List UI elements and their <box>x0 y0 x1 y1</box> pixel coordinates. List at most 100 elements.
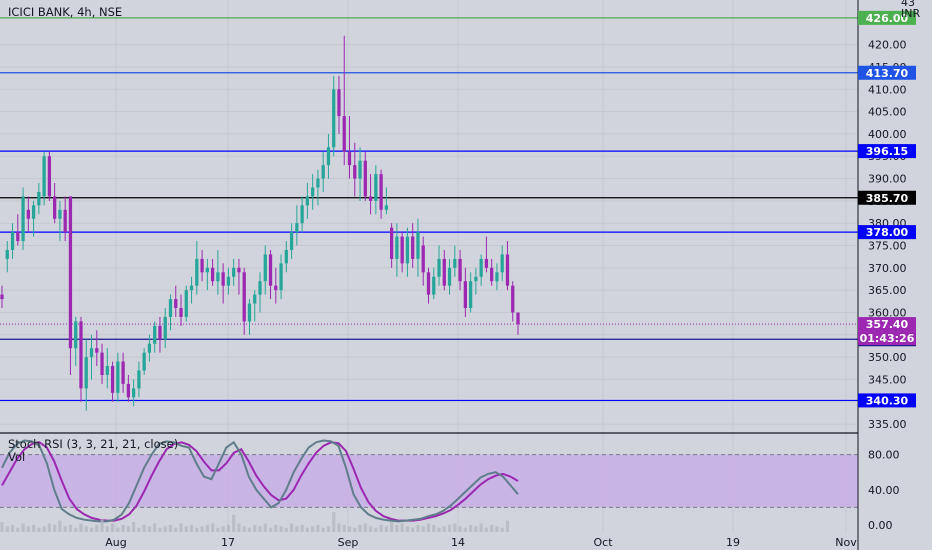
indicator-tick-label: 40.00 <box>868 484 900 497</box>
candle-body <box>305 196 310 206</box>
candle-body <box>505 254 510 286</box>
volume-bar <box>447 524 452 532</box>
candle-body <box>400 236 404 264</box>
volume-bar <box>258 526 262 532</box>
volume-bar <box>505 520 510 532</box>
price-tick-label: 405.00 <box>868 106 907 119</box>
volume-bar <box>226 524 231 532</box>
candle-body <box>16 232 20 242</box>
candle-body <box>326 147 331 166</box>
level-badge-text: 396.15 <box>866 145 908 158</box>
volume-bar <box>289 523 294 532</box>
candle-body <box>342 116 346 152</box>
volume-bar <box>16 527 20 532</box>
candles[interactable] <box>0 35 520 411</box>
candle-body <box>242 272 246 322</box>
volume-bar <box>200 526 204 532</box>
level-badge <box>858 225 916 240</box>
candle-body <box>195 258 199 286</box>
volume-bar <box>232 514 236 532</box>
candle-body <box>89 348 94 358</box>
price-tick-label: 390.00 <box>868 173 907 186</box>
volume-bar <box>416 524 420 532</box>
candle-body <box>411 236 415 259</box>
volume-bar <box>395 524 399 532</box>
candle-body <box>153 325 157 344</box>
candle-body <box>279 263 283 291</box>
volume-bar <box>347 526 352 532</box>
candle-body <box>0 294 4 300</box>
candle-body <box>95 348 99 353</box>
last-price-badge-text: 357.40 <box>866 318 909 331</box>
candle-body <box>390 227 394 259</box>
candle-body <box>316 178 320 188</box>
price-tick-label: 345.00 <box>868 373 907 386</box>
stoch-rsi-panel[interactable] <box>0 439 858 523</box>
price-tick-label: 360.00 <box>868 306 907 319</box>
candle-body <box>358 160 362 179</box>
candle-body <box>168 299 173 317</box>
volume-bar <box>421 526 425 532</box>
time-tick-label: Aug <box>105 536 126 549</box>
volume-bar <box>210 523 215 532</box>
price-axis[interactable]: 420.00415.00410.00405.00400.00395.00390.… <box>868 39 907 431</box>
volume-bar <box>242 526 246 532</box>
level-badge <box>858 65 916 80</box>
candle-body <box>210 267 215 282</box>
horizontal-levels <box>0 17 858 402</box>
volume-bar <box>47 523 52 532</box>
volume-bar <box>500 527 504 532</box>
candle-body <box>490 267 494 282</box>
price-tick-label: 350.00 <box>868 351 907 364</box>
volume-bar <box>332 512 336 532</box>
price-tick-label: 420.00 <box>868 39 907 52</box>
volume-bar <box>358 524 362 532</box>
price-tick-label: 365.00 <box>868 284 907 297</box>
candle-body <box>426 272 431 295</box>
volume-bar <box>490 524 494 532</box>
volume-label[interactable]: Vol <box>8 450 25 464</box>
volume-bar <box>79 523 83 532</box>
candle-body <box>263 254 267 282</box>
candle-body <box>495 272 499 282</box>
volume-bar <box>110 523 115 532</box>
level-badge <box>858 10 916 25</box>
indicator-tick-label: 0.00 <box>868 519 893 532</box>
level-badge-text: 340.30 <box>866 394 909 407</box>
candle-body <box>347 151 352 166</box>
symbol-title[interactable]: ICICI BANK, 4h, NSE <box>8 5 122 19</box>
candle-body <box>31 205 36 219</box>
volume-bar <box>42 526 46 532</box>
candle-body <box>284 249 288 264</box>
candle-body <box>121 361 125 384</box>
candle-body <box>474 276 478 282</box>
time-tick-label: Nov <box>835 536 857 549</box>
candle-body <box>321 165 325 179</box>
candle-body <box>79 321 83 389</box>
candle-body <box>63 209 67 233</box>
candle-body <box>500 254 504 273</box>
indicator-title[interactable]: Stoch RSI (3, 3, 21, 21, close) <box>8 437 178 451</box>
volume-bar <box>21 523 25 532</box>
countdown-badge-text: 01:43:26 <box>860 332 915 345</box>
time-axis[interactable]: Aug 17 Sep 14 Oct 19 Nov <box>105 536 857 549</box>
candle-body <box>58 209 62 219</box>
volume-bar <box>153 523 157 532</box>
candle-body <box>163 316 167 340</box>
candle-body <box>268 254 273 286</box>
volume-bar <box>400 523 404 532</box>
candle-body <box>289 232 294 250</box>
volume-bar <box>105 526 109 532</box>
volume-bar <box>116 527 120 532</box>
volume-bar <box>263 523 267 532</box>
level-badge <box>858 144 916 159</box>
volume-bar <box>216 527 220 532</box>
level-badge-text: 385.70 <box>866 192 909 205</box>
indicator-axis[interactable]: 80.00 40.00 0.00 <box>868 449 900 532</box>
volume-bar <box>353 527 357 532</box>
price-badges: 426.00413.70396.15385.70378.00354.00340.… <box>858 10 916 408</box>
candle-body <box>37 191 41 206</box>
candle-body <box>337 89 341 117</box>
volume-bar <box>247 527 252 532</box>
